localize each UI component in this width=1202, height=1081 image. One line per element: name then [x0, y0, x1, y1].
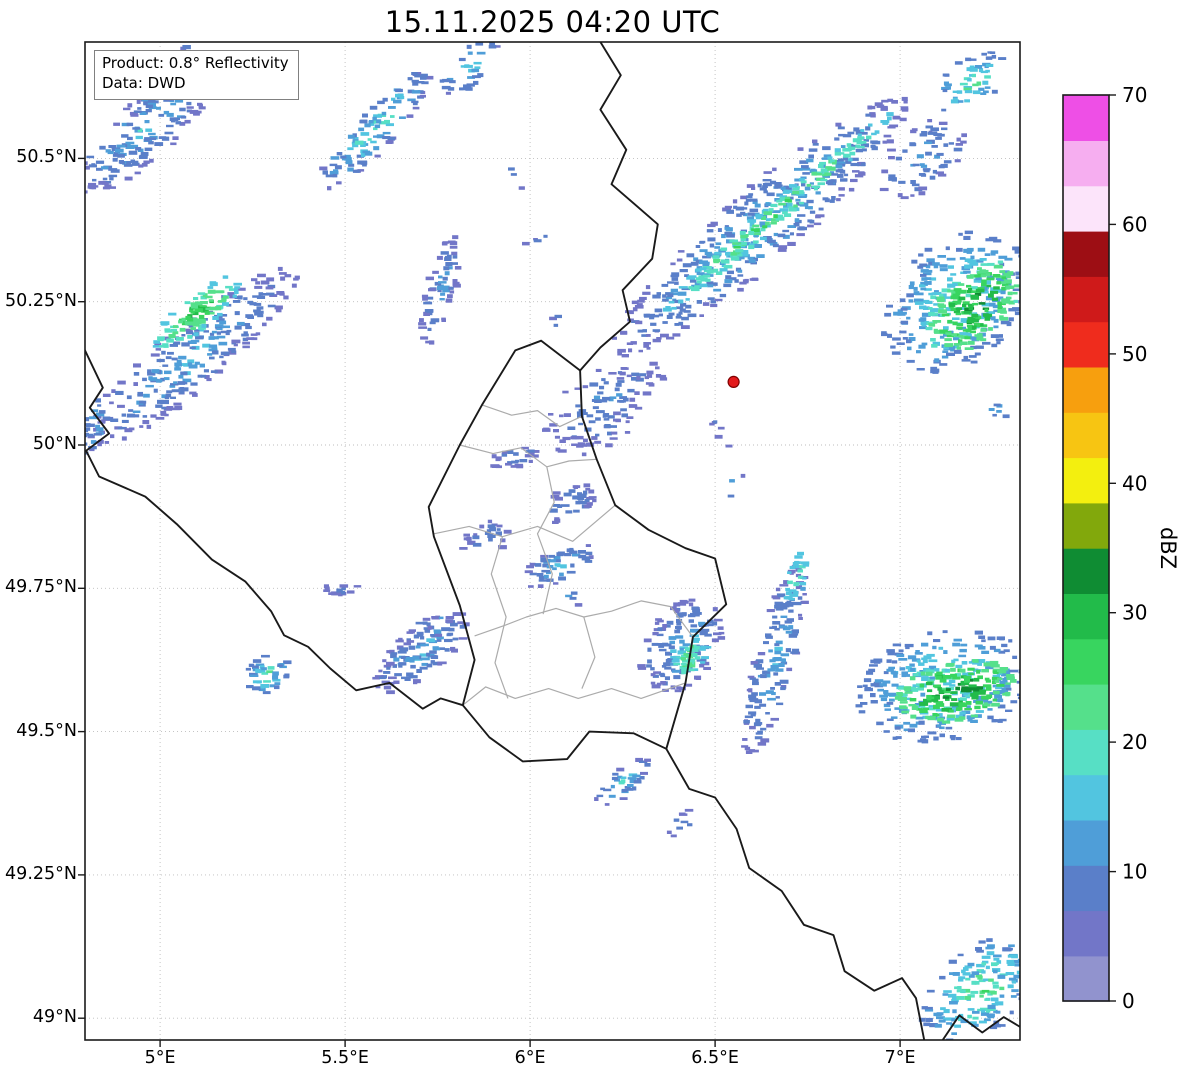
colorbar: 0 10 20 30 40 50 60 70	[1062, 83, 1147, 1013]
y-tick-label: 50.5°N	[16, 147, 77, 168]
svg-text:50: 50	[1122, 342, 1147, 366]
map-frame	[84, 41, 1021, 1041]
axis-ticks	[78, 157, 901, 1047]
product-info-box: Product: 0.8° Reflectivity Data: DWD	[94, 50, 299, 100]
data-source-label: Data: DWD	[102, 73, 186, 92]
y-tick-label: 50°N	[32, 433, 77, 454]
x-tick-label: 7°E	[884, 1048, 916, 1068]
x-tick-label: 5°E	[144, 1048, 176, 1068]
x-tick-label: 6.5°E	[691, 1048, 739, 1068]
map-layers	[85, 42, 1020, 1040]
svg-text:0: 0	[1122, 989, 1135, 1013]
product-label: Product: 0.8° Reflectivity	[102, 54, 289, 72]
svg-text:60: 60	[1122, 212, 1147, 236]
colorbar-axis-label: dBZ	[1156, 526, 1180, 570]
location-marker	[727, 375, 740, 388]
svg-text:30: 30	[1122, 601, 1147, 625]
svg-text:20: 20	[1122, 730, 1147, 754]
country-borders	[85, 42, 1020, 1040]
y-tick-label: 49.25°N	[5, 863, 77, 884]
x-tick-label: 5.5°E	[321, 1048, 369, 1068]
y-tick-label: 50.25°N	[5, 290, 77, 311]
radar-echoes	[85, 42, 1020, 1040]
x-tick-label: 6°E	[514, 1048, 546, 1068]
figure-title: 15.11.2025 04:20 UTC	[384, 5, 721, 39]
svg-text:10: 10	[1122, 860, 1147, 884]
map-canvas	[78, 41, 1021, 1047]
y-tick-label: 49.5°N	[16, 720, 77, 741]
svg-text:40: 40	[1122, 471, 1147, 495]
radar-map: Product: 0.8° Reflectivity Data: DWD	[78, 41, 1021, 1047]
gridlines	[85, 42, 1020, 1040]
y-tick-label: 49.75°N	[5, 577, 77, 598]
svg-text:70: 70	[1122, 83, 1147, 107]
y-tick-label: 49°N	[32, 1007, 77, 1028]
